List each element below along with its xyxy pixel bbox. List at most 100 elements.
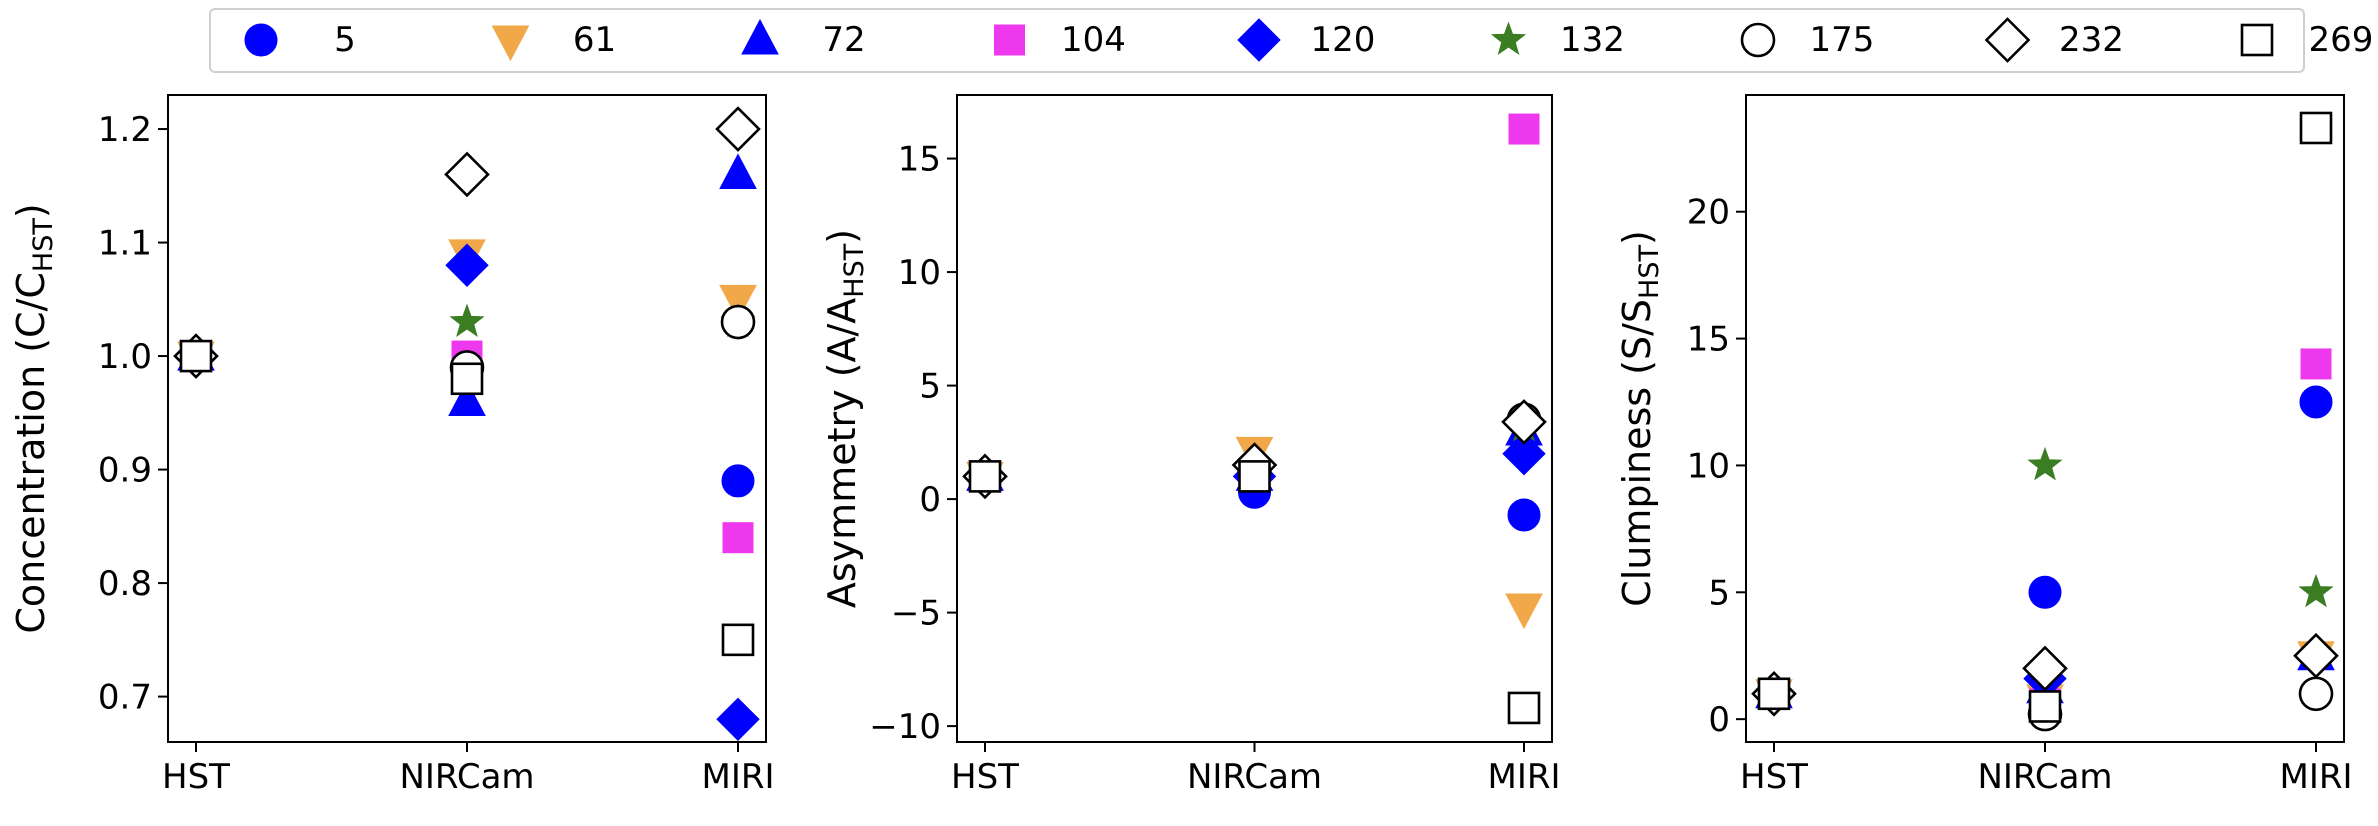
- y-axis-label-main: Asymmetry (A/A: [820, 298, 864, 608]
- y-tick-label: 0: [1708, 700, 1730, 740]
- y-tick-label: 0.8: [98, 564, 152, 604]
- point-269-nircam: [2028, 690, 2062, 723]
- legend-entry-61: 61: [491, 20, 616, 62]
- point-120-nircam: [445, 243, 489, 287]
- point-5-miri: [2299, 385, 2333, 419]
- x-tick-label: HST: [162, 757, 230, 797]
- plot-frame: [167, 94, 767, 743]
- legend-label: 269: [2309, 20, 2374, 60]
- legend-marker-61: [491, 25, 530, 62]
- legend-entry-132: 132: [1490, 20, 1625, 60]
- legend-marker-175: [1740, 22, 1776, 58]
- legend-entry-269: 269: [2240, 20, 2374, 60]
- point-232-miri: [715, 106, 761, 152]
- x-tick-label: NIRCam: [1977, 757, 2112, 797]
- point-269-nircam: [1238, 460, 1271, 493]
- legend-label: 232: [2059, 20, 2124, 60]
- y-axis-label-end: ): [1615, 230, 1659, 245]
- legend-marker-232: [1984, 17, 2031, 63]
- legend-entry-120: 120: [1237, 18, 1376, 62]
- legend-label: 104: [1061, 20, 1126, 60]
- x-tick-label: MIRI: [2279, 757, 2352, 797]
- y-tick-label: 0.7: [98, 678, 152, 718]
- point-175-miri: [2298, 676, 2334, 712]
- y-tick-label: 0: [919, 480, 941, 520]
- y-tick-label: 1.0: [98, 337, 152, 377]
- point-5-miri: [721, 464, 755, 498]
- legend-entry-72: 72: [741, 18, 866, 60]
- legend-label: 5: [334, 20, 356, 60]
- y-tick-label: 0.9: [98, 451, 152, 491]
- y-axis-label-subscript: HST: [1634, 244, 1665, 298]
- legend-marker-269: [2240, 23, 2274, 57]
- plot-frame: [1745, 94, 2345, 743]
- point-232-nircam: [2022, 645, 2068, 692]
- point-5-nircam: [2028, 575, 2062, 609]
- point-120-miri: [1502, 431, 1546, 476]
- point-72-miri: [719, 153, 757, 189]
- plot-frame: [956, 94, 1553, 743]
- y-axis-label-subscript: HST: [28, 218, 59, 272]
- legend-marker-104: [994, 24, 1025, 56]
- point-104-miri: [722, 522, 754, 554]
- legend-entry-232: 232: [1984, 17, 2124, 63]
- legend-marker-120: [1237, 18, 1281, 62]
- legend: 5 61 72 104 120 132 175 232 269: [209, 8, 2374, 73]
- y-axis-label-main: Concentration (C/C: [9, 272, 53, 634]
- point-232-nircam: [444, 151, 490, 198]
- point-269-hst: [1757, 677, 1791, 711]
- point-120-miri: [716, 697, 760, 742]
- y-tick-label: −10: [869, 707, 941, 747]
- point-232-miri: [1501, 399, 1547, 445]
- legend-label: 72: [822, 20, 865, 60]
- point-175-miri: [720, 304, 756, 340]
- x-tick-label: NIRCam: [399, 757, 534, 797]
- point-269-miri: [2299, 111, 2333, 145]
- y-axis-label: Concentration (C/CHST): [9, 203, 59, 633]
- point-132-nircam: [449, 303, 485, 337]
- point-269-miri: [1507, 691, 1541, 725]
- y-tick-label: 10: [1687, 446, 1730, 486]
- y-tick-label: 10: [898, 253, 941, 293]
- x-tick-label: MIRI: [1487, 757, 1560, 797]
- y-tick-label: 1.2: [98, 110, 152, 150]
- legend-label: 132: [1560, 20, 1625, 60]
- x-tick-label: HST: [1740, 757, 1808, 797]
- legend-label: 61: [573, 20, 616, 60]
- y-axis-label: Clumpiness (S/SHST): [1615, 230, 1665, 607]
- point-61-miri: [1505, 593, 1543, 630]
- legend-marker-132: [1490, 21, 1527, 55]
- y-tick-label: 5: [919, 367, 941, 407]
- y-tick-label: 5: [1708, 573, 1730, 613]
- y-axis-label: Asymmetry (A/AHST): [820, 229, 870, 608]
- legend-marker-72: [741, 18, 779, 55]
- y-tick-label: 15: [1687, 320, 1730, 360]
- panel-1: 0.7 0.8 0.9 1.0 1.1 1.2 HST NIRCam MIRI Concentra…: [9, 94, 775, 797]
- point-104-miri: [2300, 348, 2332, 380]
- y-axis-label-end: ): [9, 203, 53, 218]
- legend-entry-175: 175: [1740, 20, 1875, 60]
- y-axis-label-main: Clumpiness (S/S: [1615, 299, 1659, 607]
- y-tick-label: 1.1: [98, 224, 152, 264]
- x-tick-label: NIRCam: [1187, 757, 1322, 797]
- legend-entry-104: 104: [994, 20, 1126, 60]
- point-269-hst: [968, 460, 1002, 493]
- legend-marker-5: [244, 23, 278, 57]
- point-132-nircam: [2027, 446, 2063, 481]
- y-axis-label-subscript: HST: [839, 243, 870, 297]
- x-tick-label: HST: [951, 757, 1019, 797]
- point-61-miri: [719, 284, 757, 321]
- point-269-hst: [179, 339, 213, 373]
- point-104-miri: [1508, 113, 1540, 145]
- y-tick-label: 15: [898, 140, 941, 180]
- point-269-miri: [721, 623, 755, 657]
- point-5-miri: [1507, 498, 1541, 532]
- legend-label: 175: [1810, 20, 1875, 60]
- legend-entry-5: 5: [244, 20, 356, 60]
- y-tick-label: −5: [891, 594, 941, 634]
- y-tick-label: 20: [1687, 193, 1730, 233]
- legend-label: 120: [1311, 20, 1376, 60]
